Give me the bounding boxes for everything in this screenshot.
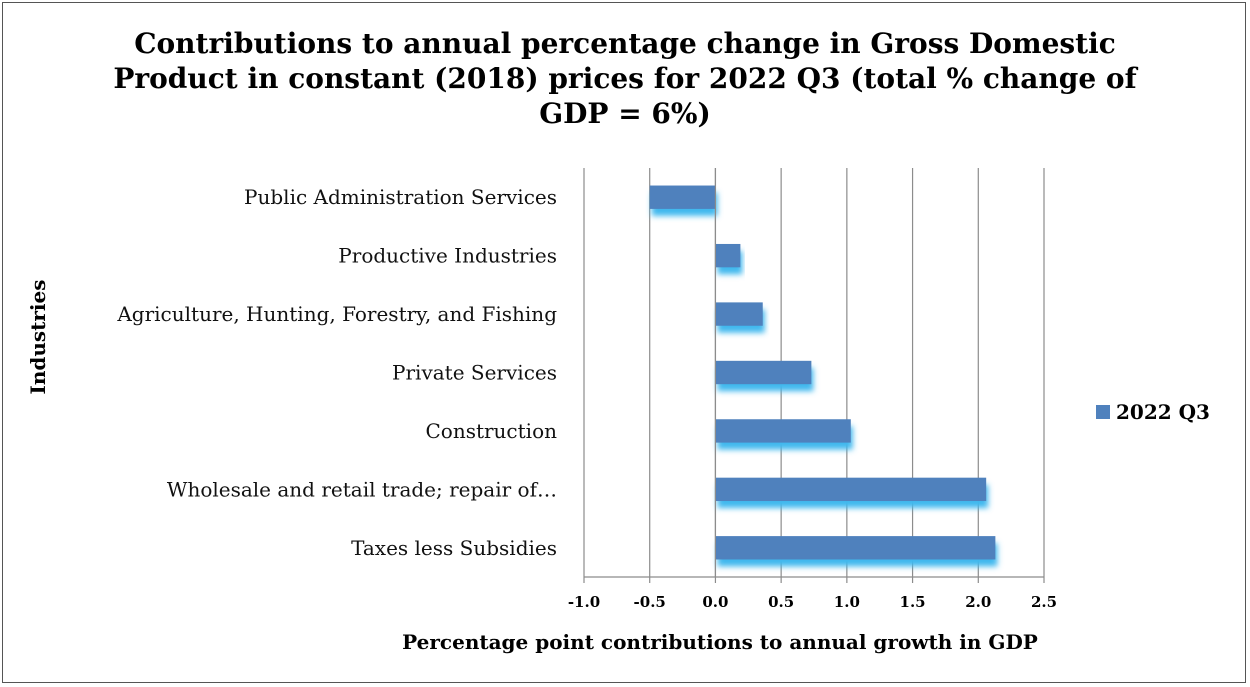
category-label: Productive Industries xyxy=(338,244,557,268)
chart-title: Contributions to annual percentage chang… xyxy=(113,27,1137,130)
x-axis-label: Percentage point contributions to annual… xyxy=(402,630,1038,654)
x-tick-label: 1.5 xyxy=(900,593,926,611)
x-tick-label: -1.0 xyxy=(568,593,600,611)
bar xyxy=(715,243,741,268)
bar xyxy=(715,302,763,326)
x-tick-label: 2.5 xyxy=(1031,593,1057,611)
category-label: Agriculture, Hunting, Forestry, and Fish… xyxy=(116,302,557,326)
x-tick-label: 1.0 xyxy=(834,593,860,611)
category-label: Taxes less Subsidies xyxy=(351,536,557,560)
x-tick-label: 0.0 xyxy=(702,593,728,611)
category-label: Construction xyxy=(425,419,557,443)
bar xyxy=(715,536,996,560)
legend-label: 2022 Q3 xyxy=(1116,400,1210,424)
category-label: Private Services xyxy=(392,361,557,385)
bar xyxy=(715,360,812,385)
x-tick-label: 0.5 xyxy=(768,593,794,611)
bar xyxy=(715,477,987,502)
x-tick-label: -0.5 xyxy=(634,593,666,611)
category-label: Wholesale and retail trade; repair of… xyxy=(167,477,557,501)
legend-swatch xyxy=(1096,405,1110,419)
x-tick-label: 2.0 xyxy=(965,593,991,611)
bar xyxy=(715,419,851,443)
legend: 2022 Q3 xyxy=(1096,400,1210,424)
bar xyxy=(649,185,716,209)
category-label: Public Administration Services xyxy=(244,185,557,209)
